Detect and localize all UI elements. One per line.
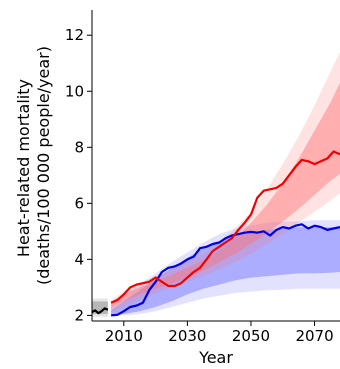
x-tick-label: 2050	[232, 327, 270, 345]
y-tick-label: 8	[74, 138, 84, 156]
axes	[87, 10, 340, 326]
y-tick-label: 4	[74, 250, 84, 268]
y-axis-label-line-2: (deaths/100 000 people/year)	[34, 46, 53, 285]
series-1-outer-band	[111, 220, 340, 316]
uncertainty-bands	[92, 52, 340, 317]
series-lines	[91, 150, 340, 317]
y-tick-label: 6	[74, 194, 84, 212]
series-2-line	[110, 150, 340, 304]
y-tick-label: 2	[74, 306, 84, 324]
x-axis-label: Year	[198, 348, 233, 367]
series-2-inner-band	[111, 82, 340, 309]
series-1-inner-band	[111, 227, 340, 315]
y-axis-label-line-1: Heat-related mortality	[14, 79, 33, 257]
x-tick-label: 2030	[168, 327, 206, 345]
x-tick-label: 2070	[295, 327, 333, 345]
x-tick-label: 2010	[105, 327, 143, 345]
y-tick-label: 10	[65, 82, 84, 100]
series-0-line	[91, 307, 109, 315]
series-1-line	[110, 223, 340, 317]
tick-labels: 2010 2030 2050 2070 2 4 6 8 10 12	[65, 26, 334, 345]
y-axis-label: Heat-related mortality (deaths/100 000 p…	[14, 46, 53, 285]
y-tick-label: 12	[65, 26, 84, 44]
